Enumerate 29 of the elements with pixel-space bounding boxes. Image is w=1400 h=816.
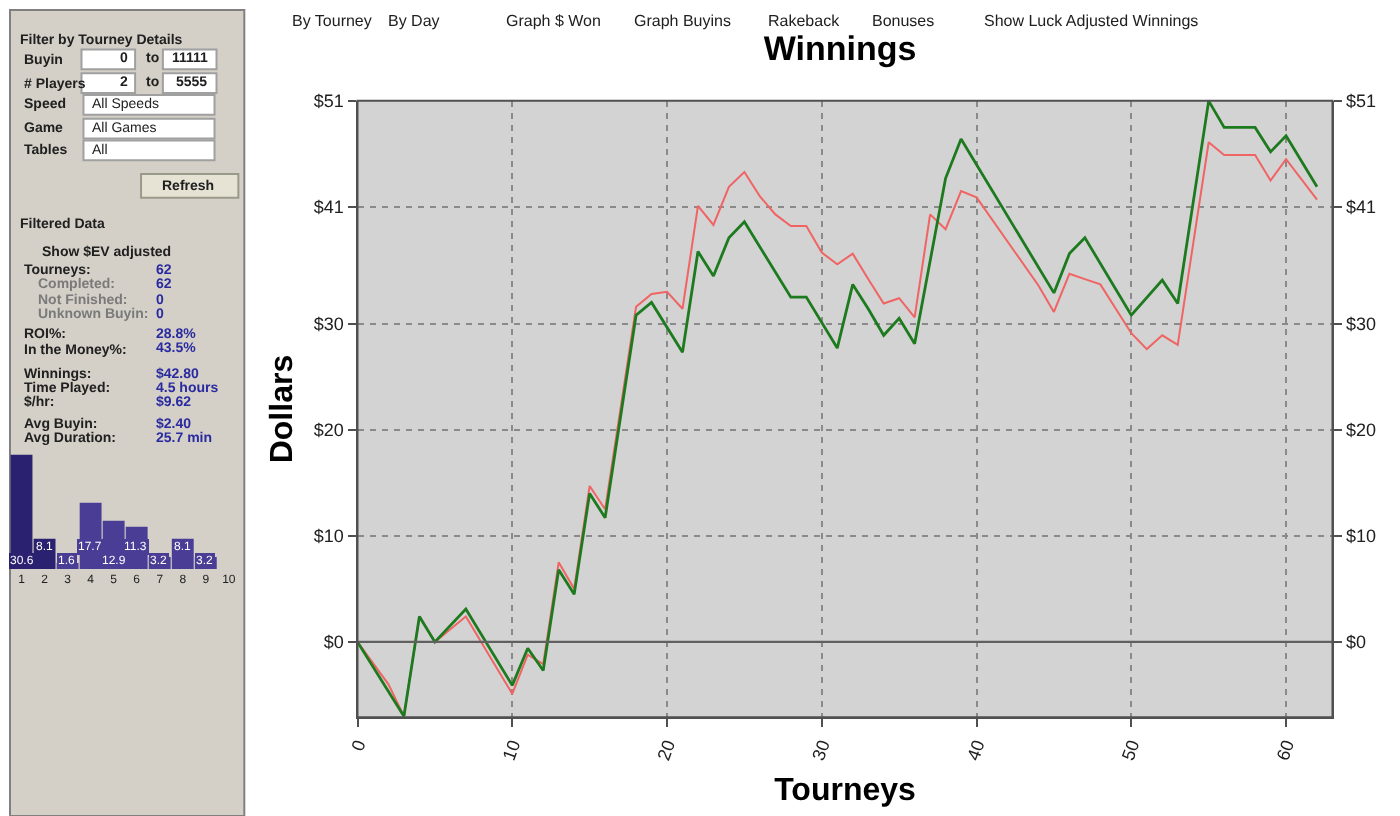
- y-tick-label: $0: [323, 632, 344, 653]
- text: Graph $ Won: [506, 12, 601, 30]
- y2-tick-label: $51: [1346, 91, 1377, 112]
- text: Bonuses: [872, 12, 935, 30]
- text: By Tourney: [292, 12, 372, 30]
- y2-tick-label: $0: [1346, 632, 1367, 653]
- x-tick-label: 60: [1272, 737, 1299, 764]
- text: Show Luck Adjusted Winnings: [984, 12, 1199, 30]
- text: Rakeback: [768, 12, 842, 30]
- chart-title: Winnings: [763, 29, 917, 68]
- x-tick-label: 20: [653, 737, 680, 764]
- y-tick-label: $41: [313, 197, 344, 218]
- text: Graph Buyins: [634, 12, 731, 30]
- text: By Day: [388, 12, 440, 30]
- y2-tick-label: $20: [1346, 420, 1377, 441]
- y-tick-label: $30: [313, 313, 344, 334]
- x-tick-label: 10: [498, 737, 525, 764]
- y-tick-label: $51: [313, 91, 344, 112]
- y2-tick-label: $30: [1346, 313, 1377, 334]
- y2-tick-label: $10: [1346, 526, 1377, 547]
- y-axis-title: Dollars: [265, 354, 300, 464]
- y-tick-label: $20: [313, 420, 344, 441]
- x-tick-label: 40: [963, 737, 989, 764]
- x-tick-label: 50: [1117, 737, 1144, 764]
- x-axis-title: Tourneys: [774, 774, 917, 809]
- x-tick-label: 30: [808, 737, 834, 764]
- y-tick-label: $10: [313, 526, 344, 547]
- x-tick-label: 0: [347, 737, 370, 754]
- y2-tick-label: $41: [1346, 197, 1377, 218]
